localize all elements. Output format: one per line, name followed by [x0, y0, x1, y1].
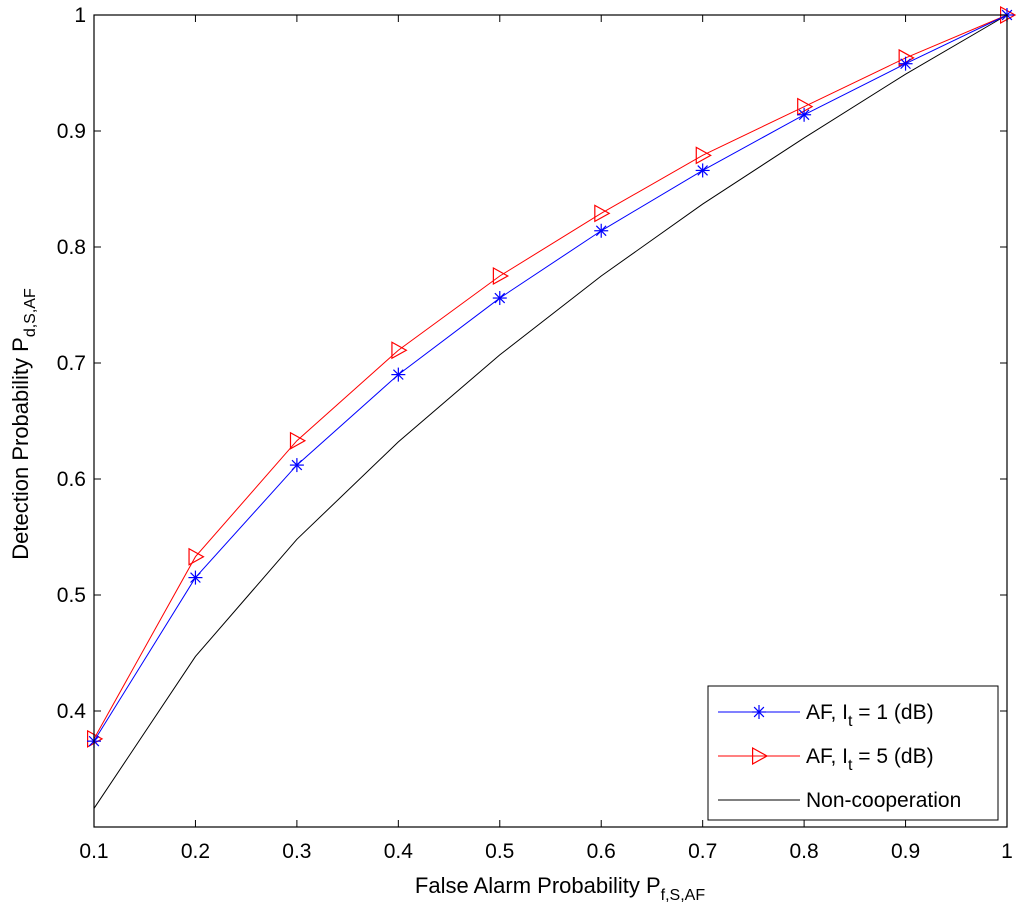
x-tick-label: 0.5: [485, 840, 514, 863]
y-tick-label: 0.7: [57, 352, 86, 375]
data-point: [594, 204, 611, 223]
x-tick-labels: 0.1 0.2 0.3 0.4 0.5 0.6 0.7 0.8 0.9 1: [79, 840, 1012, 863]
legend-entries: AF, It = 1 (dB)AF, It = 5 (dB)Non-cooper…: [718, 701, 961, 812]
y-tick-label: 0.9: [57, 120, 86, 143]
legend-label: AF, It = 1 (dB): [806, 701, 934, 730]
x-tick-label: 0.8: [790, 840, 819, 863]
data-point: [797, 107, 812, 122]
data-point: [695, 146, 712, 165]
data-point: [594, 223, 609, 238]
data-point: [797, 97, 814, 116]
x-tick-label: 0.2: [181, 840, 210, 863]
data-point: [188, 547, 205, 566]
x-tick-label: 0.7: [688, 840, 717, 863]
y-tick-label: 0.6: [57, 468, 86, 491]
data-point: [188, 570, 203, 585]
data-point: [898, 48, 915, 67]
x-axis-label: False Alarm Probability Pf,S,AF: [415, 873, 705, 904]
data-point: [695, 163, 710, 178]
data-point: [289, 458, 304, 473]
legend-label-sub: t: [848, 713, 853, 730]
data-point: [492, 291, 507, 306]
series-line: [93, 14, 1008, 809]
x-tick-label: 1: [1001, 840, 1013, 863]
plot-frame: [93, 14, 1008, 828]
x-tick-label: 0.4: [384, 840, 414, 863]
y-tick-label: 0.8: [57, 236, 86, 259]
legend-entry: AF, It = 5 (dB): [718, 745, 934, 774]
x-axis-label-main: False Alarm Probability P: [415, 873, 661, 898]
y-tick-label: 0.5: [57, 584, 86, 607]
series-2: [93, 14, 1008, 809]
legend-marker: [751, 746, 769, 766]
data-point: [289, 431, 307, 450]
y-axis-label: Detection Probability Pd,S,AF: [8, 288, 39, 560]
legend-label-rest: = 1 (dB): [852, 701, 933, 724]
x-tick-label: 0.6: [587, 840, 616, 863]
y-axis-label-sub: d,S,AF: [22, 288, 39, 337]
series-line: [93, 14, 1008, 742]
legend-label: AF, It = 5 (dB): [806, 745, 934, 774]
legend-box: [707, 685, 999, 821]
data-point: [391, 367, 406, 382]
x-tick-label: 0.9: [891, 840, 920, 863]
series-layer: [86, 5, 1017, 809]
legend-label-rest: = 5 (dB): [852, 745, 933, 768]
legend-marker: [752, 705, 766, 719]
data-point: [86, 729, 104, 748]
legend-entry: Non-cooperation: [718, 789, 961, 812]
data-point: [391, 341, 408, 360]
legend-entry: AF, It = 1 (dB): [718, 701, 934, 730]
series-0: [87, 8, 1014, 749]
data-point: [492, 266, 510, 286]
y-tick-labels: 0.4 0.5 0.6 0.7 0.8 0.9 1: [57, 4, 87, 723]
x-tick-label: 0.1: [79, 840, 108, 863]
y-axis-label-main: Detection Probability P: [8, 337, 33, 560]
series-1: [86, 5, 1017, 748]
x-axis-label-sub: f,S,AF: [661, 887, 706, 904]
series-line: [93, 14, 1008, 740]
legend: AF, It = 1 (dB)AF, It = 5 (dB)Non-cooper…: [707, 685, 999, 821]
data-point: [898, 56, 913, 71]
ticks-layer: [93, 14, 1008, 827]
legend-label-sub: t: [848, 757, 853, 774]
y-tick-label: 0.4: [57, 700, 87, 723]
x-tick-label: 0.3: [282, 840, 311, 863]
legend-label-main: AF, I: [806, 701, 848, 724]
legend-label-main: Non-cooperation: [806, 789, 961, 812]
y-tick-label: 1: [74, 4, 86, 27]
legend-label-main: AF, I: [806, 745, 848, 768]
legend-label: Non-cooperation: [806, 789, 961, 812]
